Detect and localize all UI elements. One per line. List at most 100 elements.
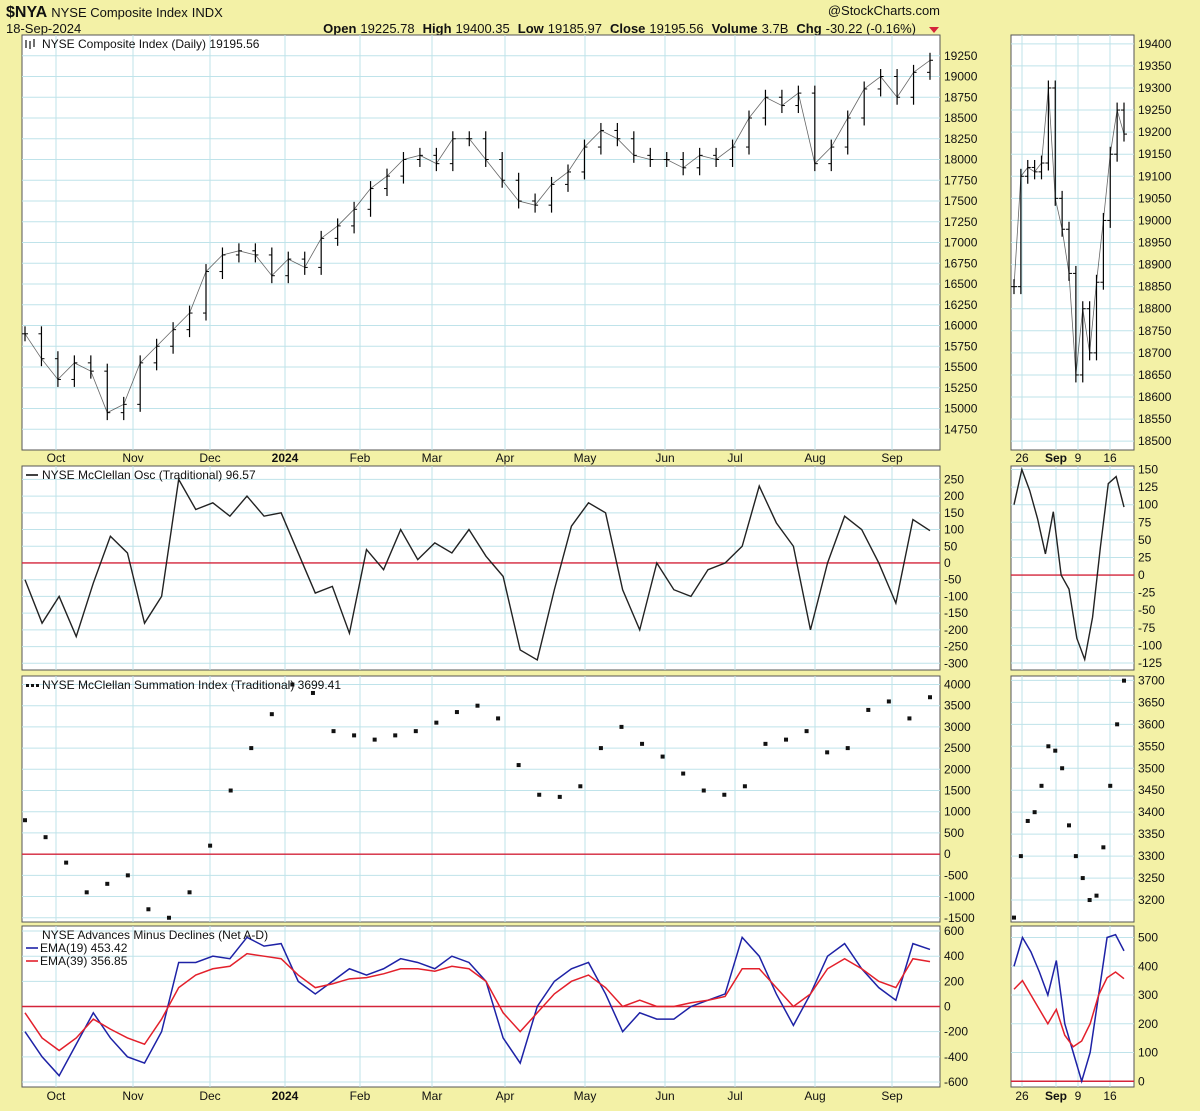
price-y-tick-label: 16750 xyxy=(944,256,978,270)
sum-side-data-point xyxy=(1053,748,1058,753)
sum-data-point xyxy=(269,712,274,717)
price-side-y-tick-label: 19050 xyxy=(1138,191,1172,205)
price-side-y-tick-label: 18800 xyxy=(1138,302,1172,316)
x-tick-label-bottom: 2024 xyxy=(272,1089,299,1103)
sum-side-panel: 3200 3250 3300 3350 3400 3450 3500 3550 3600 3650… xyxy=(1010,673,1165,923)
sum-data-point xyxy=(84,890,89,895)
price-side-y-tick-label: 19300 xyxy=(1138,81,1172,95)
price-side-price-line xyxy=(1013,87,1125,375)
chart-date: 18-Sep-2024 xyxy=(6,21,81,36)
osc-y-tick-label: 250 xyxy=(944,472,964,486)
sum-data-point xyxy=(928,695,932,700)
open-value: 19225.78 xyxy=(360,21,414,36)
price-y-tick-label: 19250 xyxy=(944,49,978,63)
osc-y-tick-label: -300 xyxy=(944,656,968,670)
side-x-tick-label-top: 26 xyxy=(1015,451,1029,465)
sum-data-point xyxy=(125,873,130,878)
price-side-y-tick-label: 18700 xyxy=(1138,346,1172,360)
ad-y-tick-label: 600 xyxy=(944,924,964,938)
symbol: $NYA xyxy=(6,4,48,21)
osc-side-y-tick-label: 0 xyxy=(1138,568,1145,582)
sum-plot-area xyxy=(21,675,941,923)
sum-y-tick-label: -1500 xyxy=(944,911,975,925)
x-tick-label-bottom: Jul xyxy=(727,1089,742,1103)
sum-data-point xyxy=(23,818,27,823)
osc-y-tick-label: -200 xyxy=(944,623,968,637)
sum-data-point xyxy=(640,741,645,746)
sum-data-point xyxy=(475,703,480,708)
x-tick-label-top: Dec xyxy=(199,451,220,465)
sum-legend-icon xyxy=(26,684,29,687)
sum-side-data-point xyxy=(1087,898,1092,903)
sum-side-y-tick-label: 3250 xyxy=(1138,871,1165,885)
price-y-tick-label: 18500 xyxy=(944,111,978,125)
low-value: 19185.97 xyxy=(548,21,602,36)
sum-data-point xyxy=(413,729,418,734)
osc-y-tick-label: 200 xyxy=(944,489,964,503)
osc-y-tick-label: 100 xyxy=(944,523,964,537)
sum-data-point xyxy=(43,835,48,840)
ad-side-y-tick-label: 200 xyxy=(1138,1017,1158,1031)
ad-side-panel: 0 100 200 300 400 500 xyxy=(1010,925,1158,1088)
price-y-tick-label: 15250 xyxy=(944,381,978,395)
high-value: 19400.35 xyxy=(456,21,510,36)
price-side-y-tick-label: 18850 xyxy=(1138,280,1172,294)
ad-side-y-tick-label: 400 xyxy=(1138,959,1158,973)
ad-y-tick-label: 200 xyxy=(944,974,964,988)
osc-side-y-tick-label: 75 xyxy=(1138,515,1152,529)
high-label: High xyxy=(423,21,452,36)
sum-data-point xyxy=(886,699,891,704)
sum-data-point xyxy=(578,784,583,789)
sum-data-point xyxy=(866,707,871,712)
x-tick-label-bottom: May xyxy=(574,1089,597,1103)
price-side-y-tick-label: 19150 xyxy=(1138,147,1172,161)
sum-y-tick-label: 1500 xyxy=(944,784,971,798)
sum-side-y-tick-label: 3500 xyxy=(1138,761,1165,775)
sum-side-data-point xyxy=(1080,876,1085,881)
osc-side-y-tick-label: 150 xyxy=(1138,463,1158,477)
ad-y-tick-label: 0 xyxy=(944,1000,951,1014)
x-tick-label-bottom: Aug xyxy=(804,1089,825,1103)
x-tick-label-top: Jun xyxy=(655,451,674,465)
sum-y-tick-label: 500 xyxy=(944,826,964,840)
sum-side-y-tick-label: 3450 xyxy=(1138,783,1165,797)
x-tick-label-bottom: Dec xyxy=(199,1089,220,1103)
price-side-y-tick-label: 18550 xyxy=(1138,412,1172,426)
price-y-tick-label: 17750 xyxy=(944,173,978,187)
sum-side-data-point xyxy=(1046,744,1051,749)
sum-data-point xyxy=(310,690,315,695)
side-x-tick-label-top: 9 xyxy=(1075,451,1082,465)
osc-y-tick-label: -250 xyxy=(944,640,968,654)
x-tick-label-bottom: Apr xyxy=(496,1089,515,1103)
sum-data-point xyxy=(166,915,171,920)
price-side-y-tick-label: 19000 xyxy=(1138,213,1172,227)
ad-legend-ema19: EMA(19) 453.42 xyxy=(40,941,128,955)
chart-header: $NYA NYSE Composite Index INDX 18-Sep-2024… xyxy=(6,3,940,36)
osc-y-tick-label: 150 xyxy=(944,506,964,520)
ad-panel-title: NYSE Advances Minus Declines (Net A-D) xyxy=(42,928,268,942)
sum-data-point xyxy=(598,746,603,751)
close-value: 19195.56 xyxy=(649,21,703,36)
sum-data-point xyxy=(454,710,459,715)
sum-y-tick-label: 3000 xyxy=(944,720,971,734)
sum-data-point xyxy=(372,737,377,742)
ad-side-series-ema19 xyxy=(1013,933,1125,1084)
price-side-y-tick-label: 19250 xyxy=(1138,103,1172,117)
sum-side-plot-area xyxy=(1010,675,1135,923)
sum-data-point xyxy=(845,746,850,751)
ad-y-tick-label: -200 xyxy=(944,1025,968,1039)
price-y-tick-label: 15500 xyxy=(944,360,978,374)
osc-side-y-tick-label: -25 xyxy=(1138,586,1156,600)
price-y-tick-label: 15000 xyxy=(944,402,978,416)
x-tick-label-top: Oct xyxy=(47,451,66,465)
sum-data-point xyxy=(434,720,439,725)
osc-y-tick-label: 50 xyxy=(944,539,958,553)
osc-side-y-tick-label: 50 xyxy=(1138,533,1152,547)
ohlc-line: Open 19225.78 High 19400.35 Low 19185.97 Close… xyxy=(323,21,916,36)
exchange: INDX xyxy=(192,5,223,20)
close-label: Close xyxy=(610,21,645,36)
sum-side-data-point xyxy=(1039,783,1044,788)
sum-legend-icon xyxy=(31,684,34,687)
index-name: NYSE Composite Index xyxy=(51,5,188,20)
